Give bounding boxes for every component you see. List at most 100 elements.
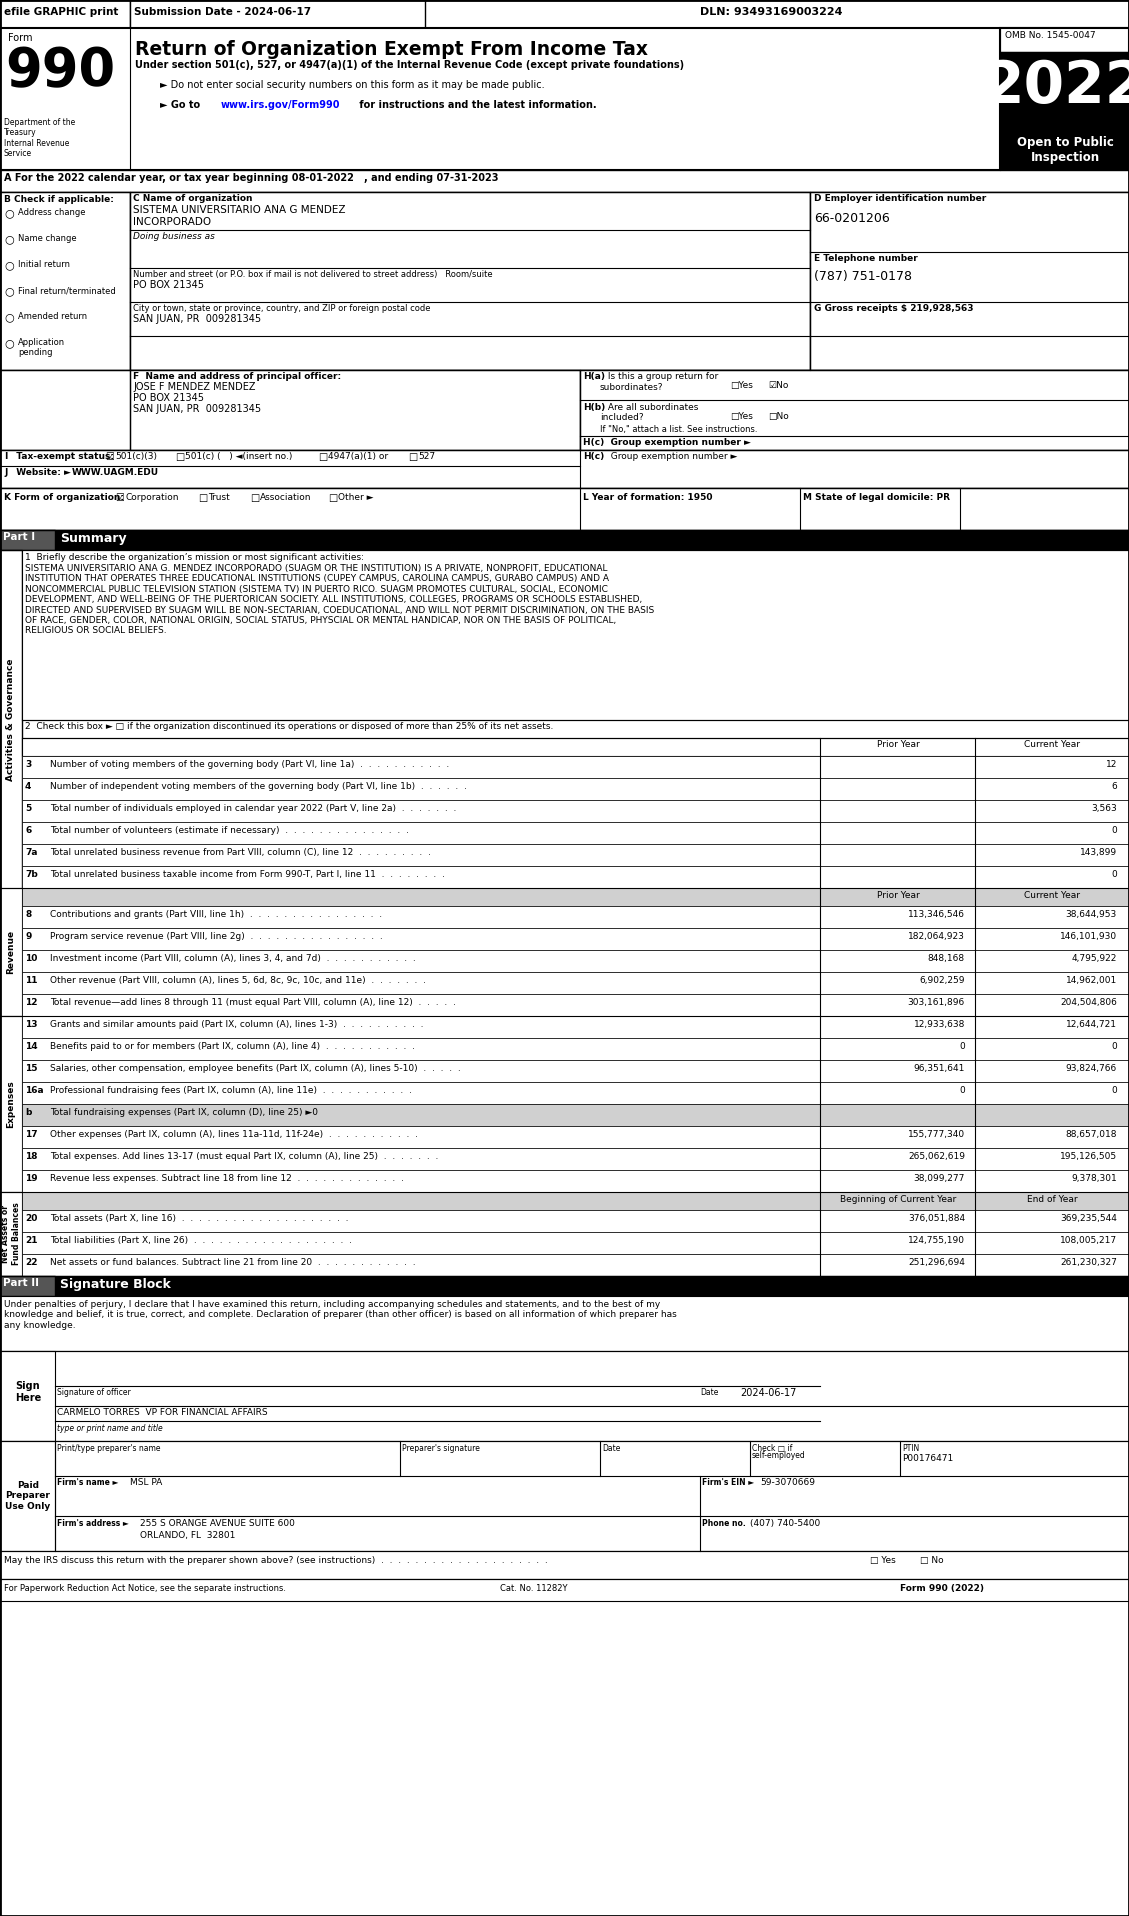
- Text: ☑: ☑: [105, 452, 114, 462]
- Text: 376,051,884: 376,051,884: [908, 1215, 965, 1222]
- Text: ○: ○: [5, 261, 14, 270]
- Text: PTIN: PTIN: [902, 1445, 919, 1452]
- Text: Expenses: Expenses: [7, 1081, 16, 1129]
- Text: 12: 12: [25, 998, 37, 1008]
- Text: 2024-06-17: 2024-06-17: [739, 1387, 796, 1399]
- Text: Grants and similar amounts paid (Part IX, column (A), lines 1-3)  .  .  .  .  . : Grants and similar amounts paid (Part IX…: [50, 1019, 423, 1029]
- Bar: [21, 550, 1129, 720]
- Text: 10: 10: [25, 954, 37, 964]
- Text: 124,755,190: 124,755,190: [908, 1236, 965, 1245]
- Text: Phone no.: Phone no.: [702, 1519, 746, 1527]
- Text: Total number of volunteers (estimate if necessary)  .  .  .  .  .  .  .  .  .  .: Total number of volunteers (estimate if …: [50, 826, 409, 835]
- Text: Current Year: Current Year: [1024, 740, 1080, 749]
- Text: 66-0201206: 66-0201206: [814, 213, 890, 224]
- Text: □No: □No: [768, 412, 789, 422]
- Bar: [0, 1550, 1129, 1579]
- Bar: [1000, 132, 1129, 171]
- Text: Total assets (Part X, line 16)  .  .  .  .  .  .  .  .  .  .  .  .  .  .  .  .  : Total assets (Part X, line 16) . . . . .…: [50, 1215, 349, 1222]
- Text: included?: included?: [599, 414, 644, 422]
- Text: ○: ○: [5, 234, 14, 243]
- Text: Signature of officer: Signature of officer: [56, 1387, 131, 1397]
- Text: Under penalties of perjury, I declare that I have examined this return, includin: Under penalties of perjury, I declare th…: [5, 1299, 676, 1330]
- Text: self-employed: self-employed: [752, 1450, 806, 1460]
- Text: 204,504,806: 204,504,806: [1060, 998, 1117, 1008]
- Text: ► Go to: ► Go to: [160, 100, 203, 109]
- Text: 14: 14: [25, 1042, 37, 1052]
- Text: 255 S ORANGE AVENUE SUITE 600: 255 S ORANGE AVENUE SUITE 600: [140, 1519, 295, 1527]
- Bar: [0, 1351, 1129, 1441]
- Bar: [0, 0, 130, 29]
- Bar: [809, 192, 1129, 370]
- Text: 22: 22: [25, 1259, 37, 1266]
- Text: 848,168: 848,168: [928, 954, 965, 964]
- Bar: [0, 531, 55, 550]
- Text: Corporation: Corporation: [125, 492, 178, 502]
- Text: K Form of organization:: K Form of organization:: [5, 492, 124, 502]
- Bar: [21, 738, 1129, 757]
- Text: efile GRAPHIC print: efile GRAPHIC print: [5, 8, 119, 17]
- Text: Initial return: Initial return: [18, 261, 70, 268]
- Text: Total number of individuals employed in calendar year 2022 (Part V, line 2a)  . : Total number of individuals employed in …: [50, 805, 456, 812]
- Text: Open to Public
Inspection: Open to Public Inspection: [1016, 136, 1113, 165]
- Text: □ No: □ No: [920, 1556, 944, 1565]
- Text: Submission Date - 2024-06-17: Submission Date - 2024-06-17: [134, 8, 312, 17]
- Text: If "No," attach a list. See instructions.: If "No," attach a list. See instructions…: [599, 425, 758, 435]
- Text: 251,296,694: 251,296,694: [908, 1259, 965, 1266]
- Text: 4947(a)(1) or: 4947(a)(1) or: [329, 452, 388, 462]
- Text: Activities & Governance: Activities & Governance: [7, 659, 16, 782]
- Bar: [21, 801, 1129, 822]
- Text: Preparer's signature: Preparer's signature: [402, 1445, 480, 1452]
- Text: 3: 3: [25, 761, 32, 768]
- Bar: [0, 1351, 55, 1441]
- Text: Address change: Address change: [18, 209, 86, 217]
- Bar: [21, 1015, 1129, 1038]
- Text: (787) 751-0178: (787) 751-0178: [814, 270, 912, 284]
- Text: 0: 0: [1111, 826, 1117, 835]
- Bar: [0, 1192, 21, 1276]
- Text: ► Do not enter social security numbers on this form as it may be made public.: ► Do not enter social security numbers o…: [160, 80, 544, 90]
- Bar: [21, 1232, 1129, 1253]
- Bar: [21, 1253, 1129, 1276]
- Text: 38,099,277: 38,099,277: [913, 1175, 965, 1182]
- Text: Net Assets or
Fund Balances: Net Assets or Fund Balances: [1, 1203, 20, 1265]
- Text: 182,064,923: 182,064,923: [908, 931, 965, 941]
- Text: J: J: [5, 468, 8, 477]
- Text: 3,563: 3,563: [1092, 805, 1117, 812]
- Text: 93,824,766: 93,824,766: [1066, 1063, 1117, 1073]
- Bar: [0, 1015, 21, 1192]
- Bar: [21, 757, 1129, 778]
- Text: 4,795,922: 4,795,922: [1071, 954, 1117, 964]
- Bar: [21, 1171, 1129, 1192]
- Text: 1  Briefly describe the organization’s mission or most significant activities:: 1 Briefly describe the organization’s mi…: [25, 554, 364, 561]
- Text: 4: 4: [25, 782, 32, 791]
- Text: Total fundraising expenses (Part IX, column (D), line 25) ►0: Total fundraising expenses (Part IX, col…: [50, 1107, 318, 1117]
- Text: 13: 13: [25, 1019, 37, 1029]
- Text: □ Yes: □ Yes: [870, 1556, 895, 1565]
- Text: 6: 6: [25, 826, 32, 835]
- Text: Summary: Summary: [60, 533, 126, 544]
- Text: Firm's EIN ►: Firm's EIN ►: [702, 1477, 754, 1487]
- Text: Association: Association: [260, 492, 312, 502]
- Bar: [580, 370, 1129, 450]
- Bar: [1000, 29, 1129, 171]
- Text: 8: 8: [25, 910, 32, 920]
- Text: Beginning of Current Year: Beginning of Current Year: [840, 1196, 956, 1203]
- Text: M State of legal domicile: PR: M State of legal domicile: PR: [803, 492, 949, 502]
- Text: Doing business as: Doing business as: [133, 232, 215, 241]
- Text: for instructions and the latest information.: for instructions and the latest informat…: [356, 100, 596, 109]
- Text: City or town, state or province, country, and ZIP or foreign postal code: City or town, state or province, country…: [133, 305, 430, 312]
- Text: Return of Organization Exempt From Income Tax: Return of Organization Exempt From Incom…: [135, 40, 648, 59]
- Text: PO BOX 21345: PO BOX 21345: [133, 393, 204, 402]
- Text: □: □: [408, 452, 418, 462]
- Bar: [0, 1441, 1129, 1550]
- Bar: [0, 489, 1129, 531]
- Text: 17: 17: [25, 1130, 37, 1138]
- Text: 21: 21: [25, 1236, 37, 1245]
- Text: 527: 527: [418, 452, 435, 462]
- Bar: [21, 1060, 1129, 1083]
- Text: 113,346,546: 113,346,546: [908, 910, 965, 920]
- Text: 12: 12: [1105, 761, 1117, 768]
- Text: Professional fundraising fees (Part IX, column (A), line 11e)  .  .  .  .  .  . : Professional fundraising fees (Part IX, …: [50, 1086, 412, 1096]
- Bar: [21, 1148, 1129, 1171]
- Text: E Telephone number: E Telephone number: [814, 255, 918, 262]
